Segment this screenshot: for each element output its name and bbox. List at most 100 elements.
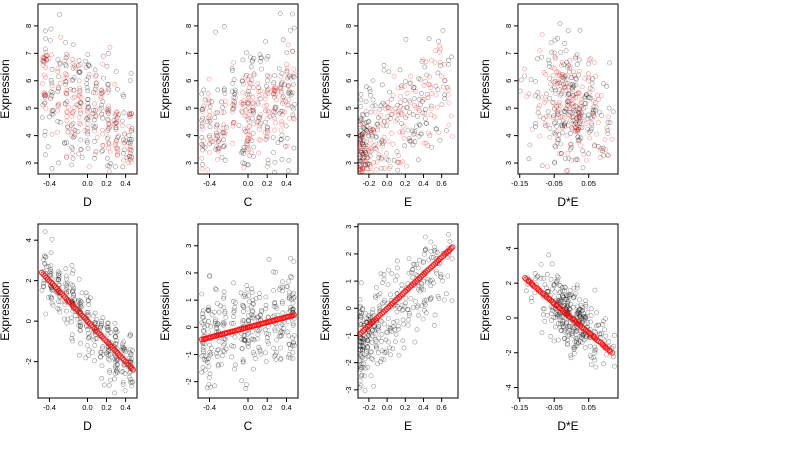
black-point <box>56 86 61 92</box>
plot-frame <box>357 223 459 399</box>
red-point <box>559 60 565 65</box>
black-point <box>556 132 562 138</box>
black-point <box>241 318 247 323</box>
black-point <box>263 108 268 114</box>
black-point <box>77 99 83 105</box>
black-point <box>420 316 426 322</box>
black-point <box>394 318 400 324</box>
black-point <box>398 110 404 116</box>
black-point <box>58 299 63 305</box>
x-tick-label: 0.0 <box>382 403 392 412</box>
black-point <box>104 350 110 356</box>
black-point <box>600 145 606 151</box>
black-point <box>91 90 96 95</box>
red-point <box>271 87 276 93</box>
x-tick-label: -0.2 <box>362 403 375 412</box>
red-point <box>390 141 396 147</box>
y-axis-label: Expression <box>0 281 12 340</box>
black-point <box>394 309 400 315</box>
black-point <box>597 332 603 338</box>
red-point <box>386 166 392 171</box>
red-point <box>241 165 247 170</box>
fit-point <box>411 279 418 286</box>
fit-point <box>111 346 118 353</box>
black-point <box>231 344 237 349</box>
black-point <box>577 334 583 339</box>
black-point <box>289 343 295 348</box>
black-point <box>122 346 128 352</box>
fit-point <box>410 281 417 287</box>
black-point <box>70 42 76 48</box>
black-point <box>76 297 81 303</box>
black-point <box>70 294 76 300</box>
black-point <box>284 68 290 74</box>
red-point <box>358 117 364 123</box>
red-point <box>577 102 583 108</box>
black-point <box>373 135 379 140</box>
black-point <box>535 110 541 116</box>
red-point <box>586 90 592 96</box>
black-point <box>84 293 90 299</box>
black-point <box>570 333 575 338</box>
black-point <box>428 295 434 301</box>
black-point <box>57 12 62 18</box>
black-point <box>395 167 401 173</box>
red-point <box>284 70 290 75</box>
black-point <box>77 69 83 75</box>
red-point <box>112 142 118 148</box>
red-point <box>76 93 82 98</box>
fit-point <box>43 274 50 281</box>
black-point <box>119 369 125 375</box>
x-tick-label: 0.0 <box>382 179 392 188</box>
black-point <box>405 307 410 312</box>
black-point <box>200 344 206 350</box>
black-point <box>56 74 61 80</box>
red-point <box>593 74 599 79</box>
red-point <box>215 133 221 138</box>
black-point <box>380 100 386 106</box>
black-point <box>94 317 100 323</box>
black-point <box>214 301 220 306</box>
black-point <box>565 64 570 70</box>
black-point <box>63 82 68 87</box>
black-point <box>529 295 534 301</box>
black-point <box>77 300 83 306</box>
x-tick-label: 0.4 <box>120 403 130 412</box>
black-point <box>526 156 532 162</box>
black-point <box>370 328 375 333</box>
black-point <box>573 329 579 334</box>
red-point <box>114 117 120 123</box>
red-point <box>69 114 75 120</box>
black-point <box>128 148 134 153</box>
black-point <box>199 135 205 140</box>
black-point <box>250 328 255 334</box>
red-point <box>280 108 285 114</box>
black-point <box>363 150 369 156</box>
red-point <box>257 115 263 121</box>
red-point <box>393 106 398 112</box>
black-point <box>539 54 545 60</box>
black-point <box>240 320 246 326</box>
red-point <box>359 146 364 151</box>
black-point <box>422 307 427 313</box>
red-point <box>576 107 582 112</box>
black-point <box>363 349 369 354</box>
black-point <box>202 324 208 330</box>
black-point <box>207 133 212 139</box>
fit-point <box>65 297 72 304</box>
black-point <box>549 49 554 55</box>
y-tick-label: 8 <box>344 24 353 28</box>
black-point <box>213 319 218 325</box>
red-point <box>572 128 578 134</box>
black-point <box>591 111 597 117</box>
black-point <box>241 303 246 309</box>
black-point <box>562 335 567 341</box>
plot-frame <box>357 3 459 175</box>
black-point <box>564 320 570 325</box>
red-point <box>359 169 365 174</box>
black-point <box>229 343 234 349</box>
black-point <box>428 239 434 245</box>
black-point <box>245 91 250 97</box>
black-point <box>541 275 547 281</box>
black-point <box>273 85 278 91</box>
